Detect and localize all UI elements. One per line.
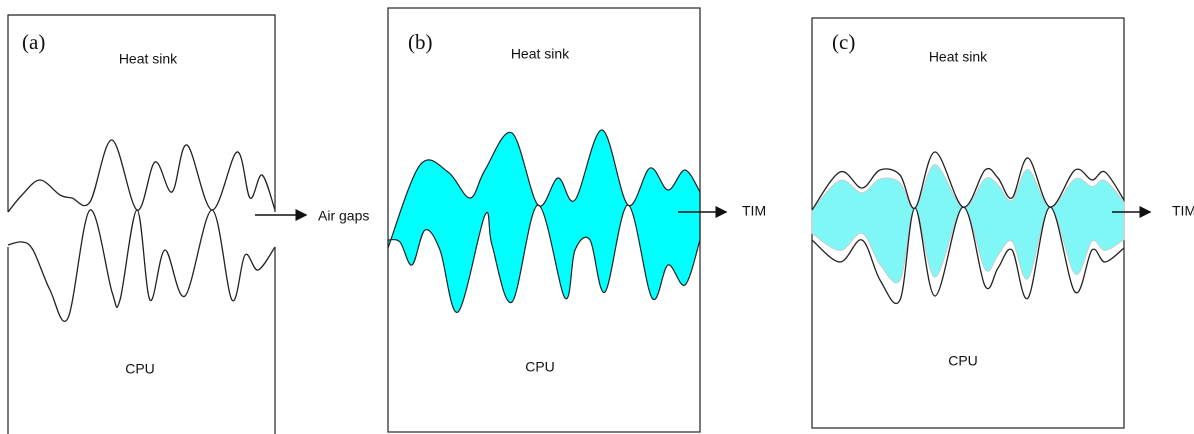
tim-fill [811,164,1125,284]
heat-sink-label: Heat sink [119,51,178,67]
tim-fill [387,129,701,313]
cpu-label: CPU [525,359,555,375]
callout-label: TIM [742,203,766,219]
panel-a: (a) Heat sink CPU Air gaps [7,14,369,434]
callout-label: TIM [1172,203,1194,219]
heat-sink-surface [7,139,276,213]
heat-sink-label: Heat sink [511,46,570,62]
callout-label: Air gaps [318,208,369,224]
panel-label: (b) [408,30,433,54]
panel-label: (c) [832,30,855,54]
heat-sink-surface [811,151,1125,211]
panel-label: (a) [22,30,45,54]
heat-sink-label: Heat sink [929,49,988,65]
panel-b: (b) Heat sink CPU TIM [387,7,766,433]
cpu-label: CPU [125,361,155,377]
heat-sink-cpu-outline [7,14,276,434]
panel-c: (c) Heat sink CPU TIM [811,17,1194,429]
cpu-label: CPU [948,353,978,369]
cpu-surface [7,209,276,322]
cpu-surface [811,206,1125,304]
